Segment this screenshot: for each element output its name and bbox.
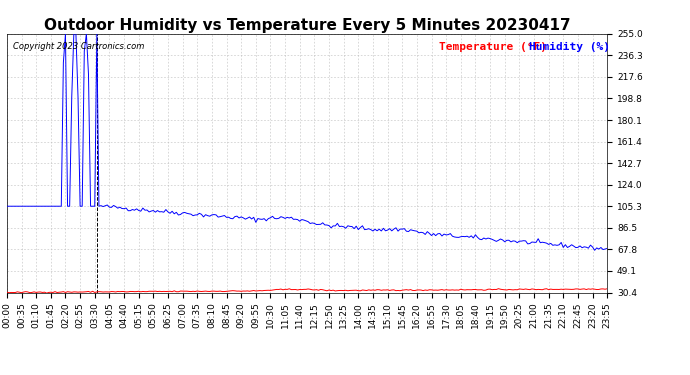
Text: Temperature (°F): Temperature (°F) — [439, 42, 547, 51]
Title: Outdoor Humidity vs Temperature Every 5 Minutes 20230417: Outdoor Humidity vs Temperature Every 5 … — [43, 18, 571, 33]
Text: Humidity (%): Humidity (%) — [529, 42, 610, 51]
Text: Copyright 2023 Cartronics.com: Copyright 2023 Cartronics.com — [13, 42, 144, 51]
